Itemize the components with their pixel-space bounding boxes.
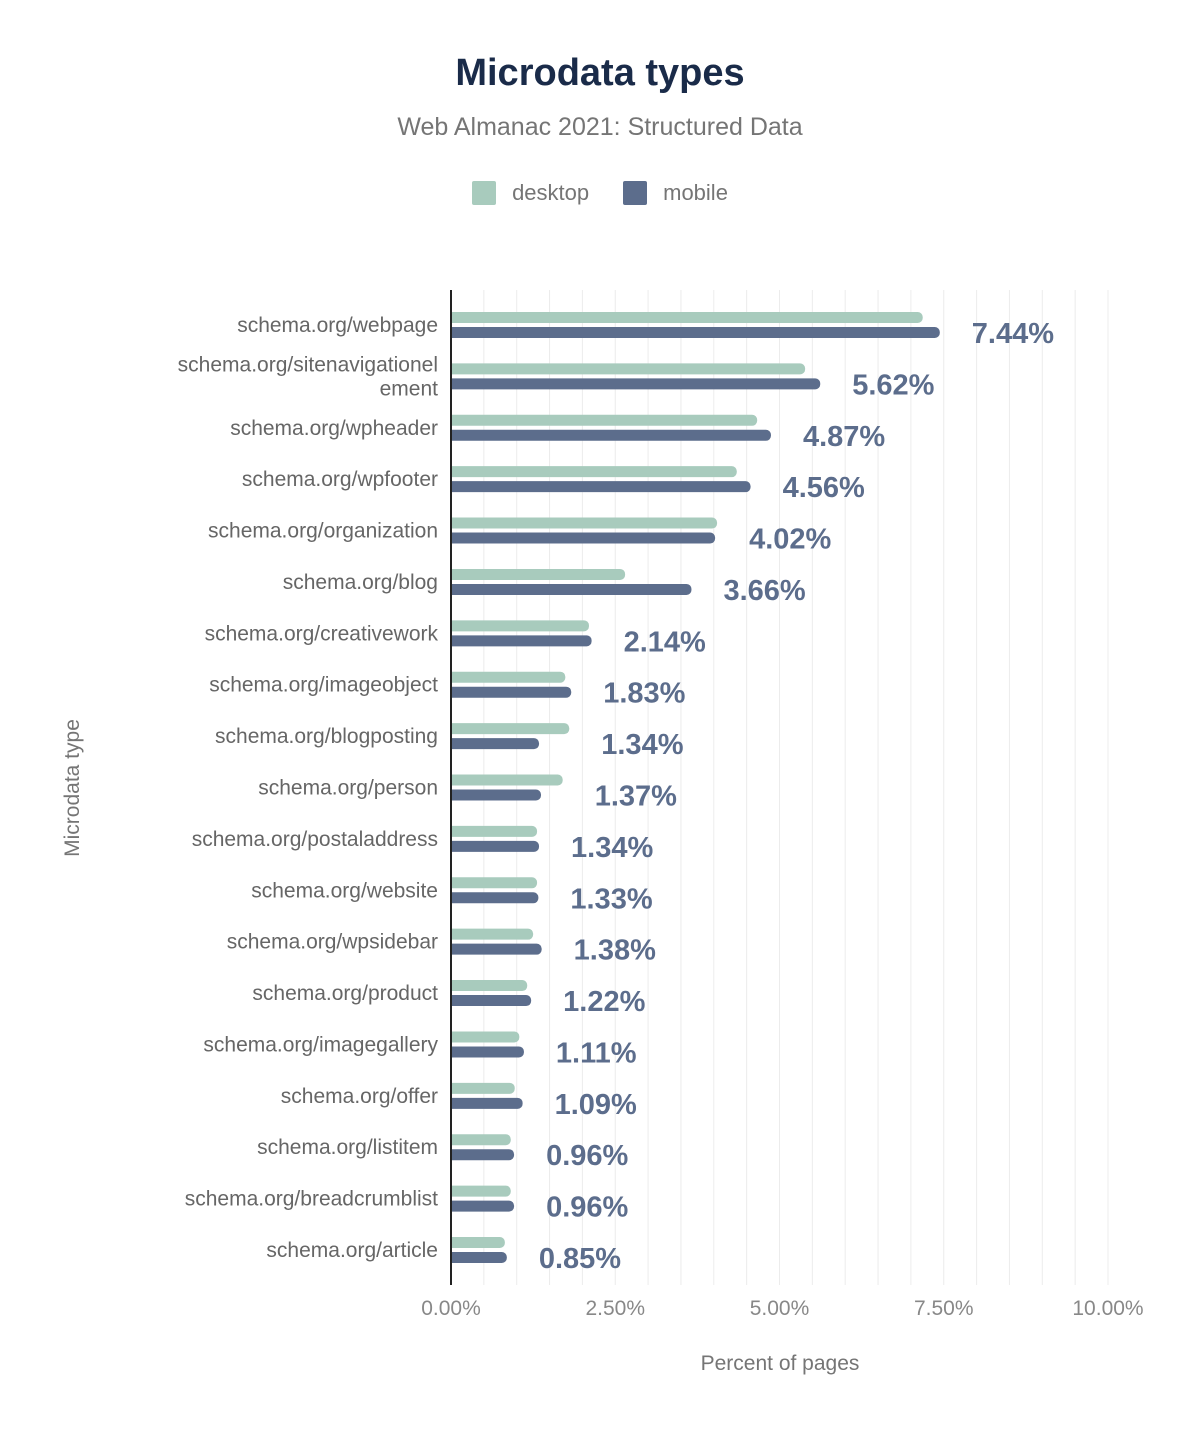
bar-desktop <box>451 774 563 786</box>
x-tick-labels: 0.00% 2.50% 5.00% 7.50% 10.00% <box>421 1297 1143 1320</box>
bar-mobile <box>450 429 771 441</box>
bar-mobile <box>451 1200 515 1212</box>
legend-label-desktop: desktop <box>512 180 590 205</box>
bar-desktop <box>451 1082 515 1094</box>
x-tick-label: 10.00% <box>1072 1297 1143 1320</box>
bar-desktop <box>450 517 718 529</box>
data-label: 0.85% <box>539 1243 621 1275</box>
category-label: schema.org/wpfooter <box>242 468 438 491</box>
x-tick-label: 7.50% <box>914 1297 974 1320</box>
data-label: 1.34% <box>571 832 653 864</box>
category-label: schema.org/website <box>251 879 438 902</box>
data-label: 4.56% <box>783 472 865 504</box>
bar-desktop <box>451 363 806 375</box>
category-label: schema.org/imagegallery <box>203 1033 438 1056</box>
bar-desktop <box>451 414 758 426</box>
legend-item-mobile[interactable]: mobile <box>623 180 728 206</box>
bar-desktop <box>451 1185 511 1197</box>
category-label: schema.org/wpsidebar <box>227 931 438 954</box>
bars: 7.44% 5.62% 4.87% 4.56% 4.02% 3.66% 2.14% 1.83%… <box>450 312 1054 1275</box>
legend-swatch-desktop <box>472 181 497 205</box>
data-label: 0.96% <box>546 1140 628 1172</box>
data-label: 7.44% <box>972 318 1054 350</box>
bar-desktop <box>451 1237 505 1248</box>
category-label: schema.org/product <box>252 982 438 1005</box>
bar-desktop <box>451 671 566 683</box>
bar-mobile <box>451 1046 524 1058</box>
bar-mobile <box>450 1097 523 1109</box>
category-label: schema.org/blog <box>283 571 438 594</box>
legend-label-mobile: mobile <box>663 180 728 205</box>
bar-desktop <box>451 877 538 889</box>
data-label: 1.33% <box>570 883 652 915</box>
chart-title: Microdata types <box>455 52 745 94</box>
category-label: schema.org/imageobject <box>209 674 438 697</box>
x-tick-label: 0.00% <box>421 1297 481 1320</box>
category-label: schema.org/creativework <box>205 622 439 645</box>
category-label: schema.org/blogposting <box>215 725 438 748</box>
x-tick-label: 5.00% <box>750 1297 810 1320</box>
bar-desktop <box>450 620 589 632</box>
category-label: schema.org/wpheader <box>230 417 438 440</box>
bar-mobile <box>451 1252 507 1263</box>
bar-desktop <box>451 568 626 580</box>
category-label: schema.org/article <box>266 1239 438 1262</box>
bar-mobile <box>451 789 542 801</box>
legend-item-desktop[interactable]: desktop <box>472 180 589 206</box>
bar-desktop <box>451 1134 511 1146</box>
data-label: 3.66% <box>723 575 805 607</box>
bar-mobile <box>451 635 592 647</box>
bar-mobile <box>451 481 751 493</box>
data-label: 1.09% <box>555 1089 637 1121</box>
category-label: schema.org/sitenavigationel ement <box>178 353 438 400</box>
category-label: schema.org/offer <box>281 1085 438 1108</box>
bar-desktop <box>450 980 528 992</box>
y-axis-label: Microdata type <box>61 719 84 857</box>
data-label: 1.83% <box>603 678 685 710</box>
bar-mobile <box>451 840 540 852</box>
bar-mobile <box>451 738 540 750</box>
bar-desktop <box>451 466 737 478</box>
data-label: 2.14% <box>624 626 706 658</box>
data-label: 4.02% <box>749 524 831 556</box>
bar-desktop <box>451 723 570 735</box>
legend-swatch-mobile <box>623 181 648 205</box>
category-label-line: ement <box>380 377 439 400</box>
data-label: 1.34% <box>601 729 683 761</box>
gridlines <box>483 290 1109 1285</box>
bar-mobile <box>451 378 821 390</box>
bar-desktop <box>451 312 923 323</box>
data-label: 1.22% <box>563 986 645 1018</box>
x-axis-label: Percent of pages <box>701 1352 860 1375</box>
data-label: 0.96% <box>546 1192 628 1224</box>
bar-mobile <box>451 1149 515 1161</box>
category-labels: schema.org/webpage schema.org/sitenavigat… <box>178 314 439 1262</box>
bar-mobile <box>451 686 572 698</box>
chart-subtitle: Web Almanac 2021: Structured Data <box>397 113 803 141</box>
category-label: schema.org/listitem <box>257 1136 438 1159</box>
bar-mobile <box>451 532 716 544</box>
bar-mobile <box>451 583 692 595</box>
category-label-line: schema.org/sitenavigationel <box>178 353 438 376</box>
bar-mobile <box>451 892 539 904</box>
data-label: 1.38% <box>574 935 656 967</box>
category-label: schema.org/postaladdress <box>192 828 438 851</box>
bar-desktop <box>451 825 538 837</box>
category-label: schema.org/person <box>258 777 438 800</box>
data-label: 1.37% <box>595 781 677 813</box>
category-label: schema.org/breadcrumblist <box>185 1188 438 1211</box>
data-label: 5.62% <box>852 369 934 401</box>
bar-mobile <box>451 943 542 955</box>
x-tick-label: 2.50% <box>585 1297 645 1320</box>
legend: desktop mobile <box>0 180 1200 206</box>
bar-mobile <box>451 995 532 1007</box>
category-label: schema.org/webpage <box>237 314 438 337</box>
bar-mobile <box>450 327 940 338</box>
category-label: schema.org/organization <box>208 520 438 543</box>
data-label: 1.11% <box>556 1037 637 1069</box>
bar-desktop <box>451 928 534 940</box>
data-label: 4.87% <box>803 421 885 453</box>
bar-desktop <box>451 1031 520 1043</box>
